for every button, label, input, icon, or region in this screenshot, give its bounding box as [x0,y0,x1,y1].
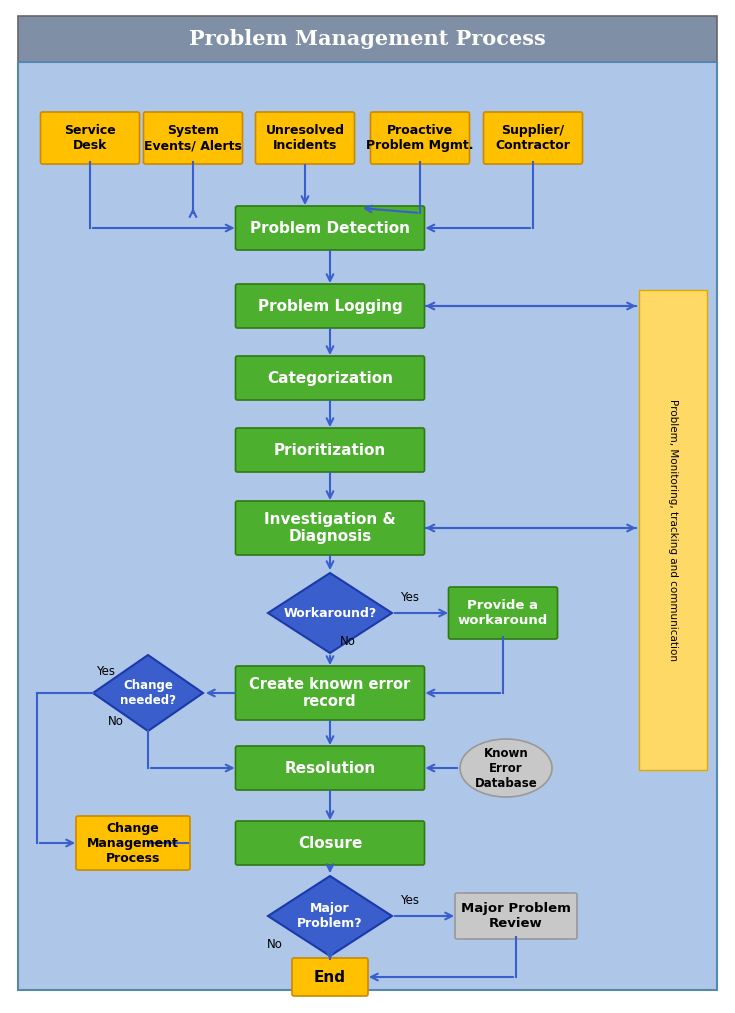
Text: Problem Logging: Problem Logging [258,299,402,313]
Text: Service
Desk: Service Desk [64,124,116,152]
FancyBboxPatch shape [76,816,190,870]
FancyBboxPatch shape [370,112,470,164]
Text: Unresolved
Incidents: Unresolved Incidents [265,124,345,152]
FancyBboxPatch shape [235,206,425,250]
Text: Yes: Yes [96,665,115,678]
Text: No: No [340,634,356,647]
Text: Problem Detection: Problem Detection [250,221,410,235]
Ellipse shape [460,739,552,797]
Text: Yes: Yes [401,893,420,907]
FancyBboxPatch shape [18,62,717,990]
Text: Major
Problem?: Major Problem? [297,902,363,930]
Text: Problem, Monitoring, tracking and communication: Problem, Monitoring, tracking and commun… [668,399,678,661]
FancyBboxPatch shape [292,958,368,996]
Text: No: No [108,714,124,727]
Text: Change
Management
Process: Change Management Process [87,822,179,864]
Text: Proactive
Problem Mgmt.: Proactive Problem Mgmt. [366,124,474,152]
FancyBboxPatch shape [143,112,243,164]
Text: Categorization: Categorization [267,371,393,386]
Text: System
Events/ Alerts: System Events/ Alerts [144,124,242,152]
Text: Workaround?: Workaround? [284,607,376,620]
FancyBboxPatch shape [235,428,425,472]
Text: Known
Error
Database: Known Error Database [475,747,537,789]
Text: Prioritization: Prioritization [274,443,386,458]
Polygon shape [268,573,392,653]
FancyBboxPatch shape [448,587,558,639]
Text: Closure: Closure [298,836,362,851]
FancyBboxPatch shape [235,501,425,555]
FancyBboxPatch shape [235,284,425,328]
FancyBboxPatch shape [235,821,425,865]
Text: Resolution: Resolution [284,761,376,776]
Text: Problem Management Process: Problem Management Process [189,29,545,49]
FancyBboxPatch shape [235,356,425,400]
Polygon shape [268,876,392,956]
Text: Supplier/
Contractor: Supplier/ Contractor [495,124,570,152]
Text: No: No [267,937,283,950]
Text: Investigation &
Diagnosis: Investigation & Diagnosis [264,512,396,544]
FancyBboxPatch shape [256,112,354,164]
FancyBboxPatch shape [235,666,425,720]
Text: Provide a
workaround: Provide a workaround [458,599,548,627]
Text: End: End [314,969,346,985]
Text: Major Problem
Review: Major Problem Review [461,902,571,930]
FancyBboxPatch shape [455,893,577,939]
Text: Yes: Yes [401,591,420,604]
FancyBboxPatch shape [40,112,140,164]
Text: Create known error
record: Create known error record [249,677,411,709]
Text: Change
needed?: Change needed? [120,679,176,707]
FancyBboxPatch shape [484,112,583,164]
Polygon shape [93,655,203,731]
FancyBboxPatch shape [235,746,425,790]
FancyBboxPatch shape [18,16,717,62]
FancyBboxPatch shape [639,290,707,770]
